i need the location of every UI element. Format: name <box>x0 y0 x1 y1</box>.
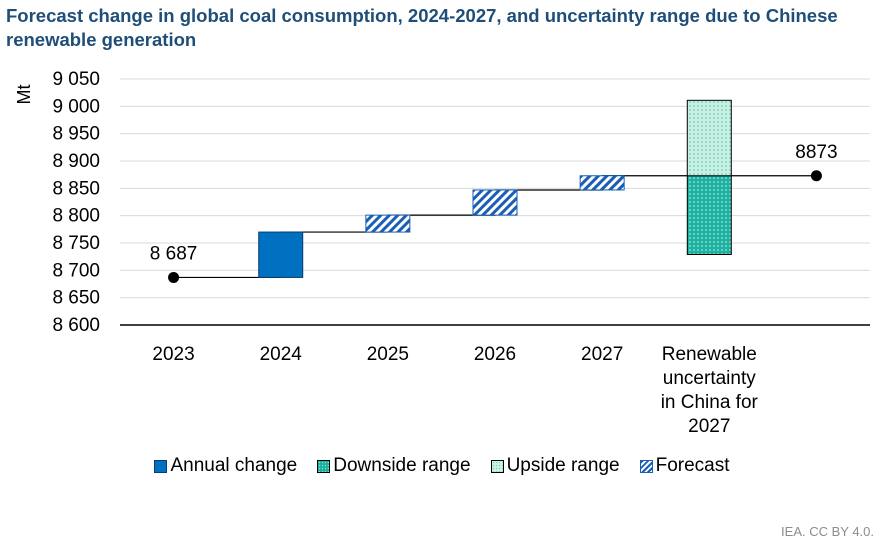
legend-label-forecast: Forecast <box>655 455 730 476</box>
end-value-label: 8873 <box>795 142 837 163</box>
source-credit: IEA. CC BY 4.0. <box>781 524 874 539</box>
y-tick-label: 8 850 <box>52 178 100 199</box>
legend-item-forecast: Forecast <box>639 455 730 477</box>
legend-swatch-forecast <box>639 459 653 473</box>
start-value-label: 8 687 <box>150 243 198 264</box>
chart-legend: Annual change Downside range Upside rang… <box>0 455 884 477</box>
end-point-marker <box>810 170 822 182</box>
y-tick-label: 8 750 <box>52 233 100 254</box>
x-tick-label: 2026 <box>474 344 516 365</box>
y-axis-label: Mt <box>14 85 34 105</box>
bar-annual-change <box>258 231 304 278</box>
x-tick-label: 2027 <box>581 344 623 365</box>
x-tick-label: uncertainty <box>663 368 756 389</box>
y-tick-label: 8 800 <box>52 206 100 227</box>
start-point-marker <box>168 271 180 283</box>
legend-label-upside: Upside range <box>506 455 620 476</box>
chart-title: Forecast change in global coal consumpti… <box>6 5 838 50</box>
legend-label-annual: Annual change <box>170 455 298 476</box>
legend-item-upside: Upside range <box>490 455 620 477</box>
y-tick-label: 8 600 <box>52 315 100 336</box>
y-tick-label: 8 950 <box>52 124 100 145</box>
bar-forecast <box>579 175 625 191</box>
bar-upside-range <box>686 99 732 177</box>
legend-item-annual: Annual change <box>154 455 297 477</box>
y-tick-label: 8 650 <box>52 288 100 309</box>
bar-downside-range <box>686 175 732 255</box>
legend-swatch-upside <box>490 459 504 473</box>
bar-forecast <box>365 214 411 233</box>
y-tick-label: 8 900 <box>52 151 100 172</box>
x-tick-label: in China for <box>661 392 759 413</box>
y-tick-label: 9 050 <box>52 69 100 90</box>
bar-forecast <box>472 189 518 216</box>
y-tick-label: 9 000 <box>52 96 100 117</box>
x-tick-label: 2024 <box>260 344 303 365</box>
x-tick-label: 2023 <box>152 344 194 365</box>
x-tick-label: 2027 <box>688 416 730 437</box>
legend-label-downside: Downside range <box>333 455 471 476</box>
legend-item-downside: Downside range <box>317 455 471 477</box>
x-tick-label: Renewable <box>662 344 757 365</box>
y-tick-label: 8 700 <box>52 260 100 281</box>
legend-swatch-downside <box>317 459 331 473</box>
x-tick-label: 2025 <box>367 344 409 365</box>
legend-swatch-annual <box>154 459 168 473</box>
